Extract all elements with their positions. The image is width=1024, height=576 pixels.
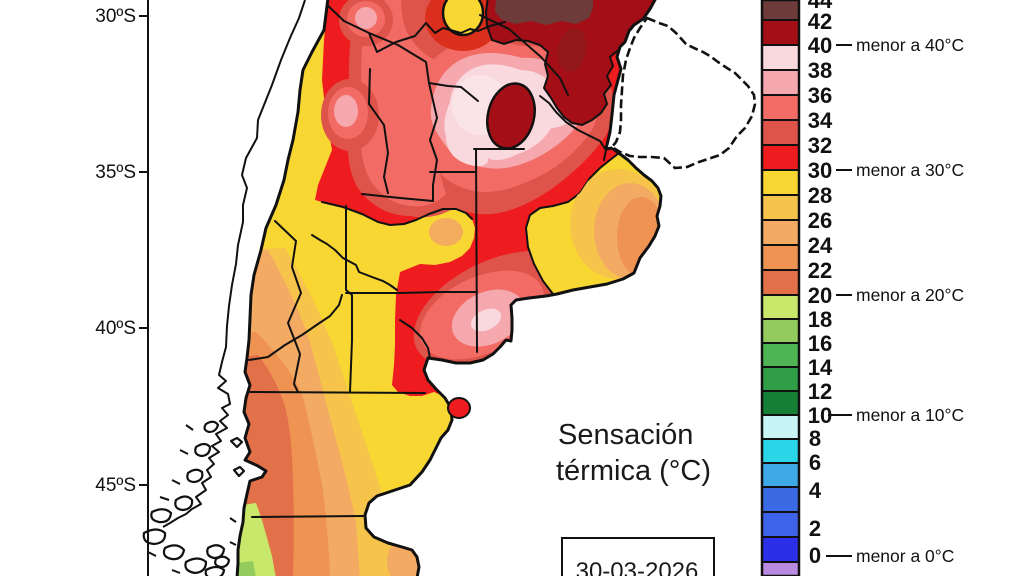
svg-text:44: 44 [808,0,833,13]
svg-text:0: 0 [809,543,821,568]
svg-text:40: 40 [808,33,832,58]
svg-text:menor a 0°C: menor a 0°C [856,546,954,566]
svg-text:menor a 30°C: menor a 30°C [856,160,964,180]
svg-text:22: 22 [808,258,832,283]
svg-text:4: 4 [809,478,822,503]
svg-text:28: 28 [808,183,832,208]
svg-text:6: 6 [809,450,821,475]
svg-text:menor a 10°C: menor a 10°C [856,405,964,425]
svg-text:2: 2 [809,516,821,541]
svg-text:42: 42 [808,9,832,34]
svg-text:8: 8 [809,426,821,451]
svg-text:30-03-2026: 30-03-2026 [576,558,699,576]
svg-text:35ºS: 35ºS [95,162,136,183]
svg-text:menor a 20°C: menor a 20°C [856,285,964,305]
svg-text:40ºS: 40ºS [95,318,136,339]
svg-text:36: 36 [808,83,832,108]
svg-text:45ºS: 45ºS [95,475,136,496]
svg-text:menor a 40°C: menor a 40°C [856,35,964,55]
svg-text:38: 38 [808,58,832,83]
svg-text:30: 30 [808,158,832,183]
svg-text:Sensación: Sensación [558,419,693,451]
svg-text:16: 16 [808,331,832,356]
svg-text:térmica (°C): térmica (°C) [556,455,711,487]
svg-text:18: 18 [808,307,832,332]
svg-text:12: 12 [808,379,832,404]
svg-text:20: 20 [808,283,832,308]
svg-text:30ºS: 30ºS [95,6,136,27]
svg-text:32: 32 [808,133,832,158]
svg-text:14: 14 [808,355,833,380]
svg-text:26: 26 [808,208,832,233]
svg-text:24: 24 [808,233,833,258]
svg-text:34: 34 [808,108,833,133]
